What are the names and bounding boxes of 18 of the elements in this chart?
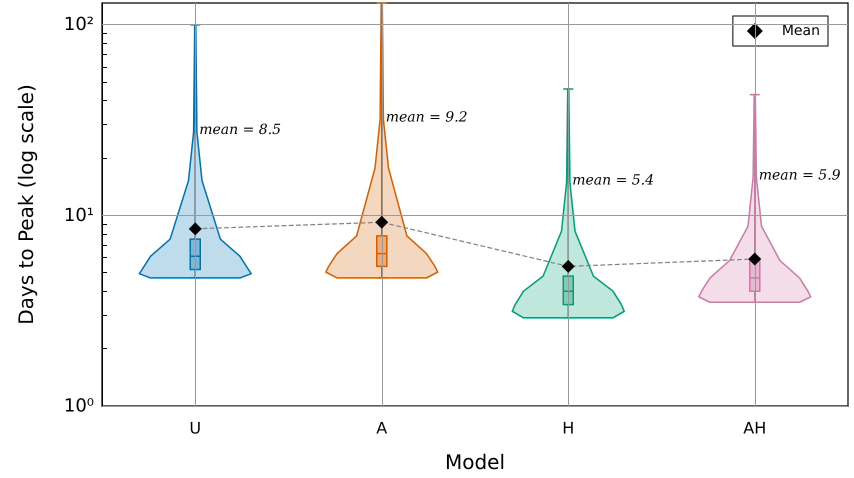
annotation: mean = 5.9 (758, 168, 841, 184)
point (748, 252, 762, 266)
annotation: mean = 9.2 (386, 109, 468, 126)
y-tick-label: 10² (64, 14, 94, 36)
point (375, 216, 388, 229)
y-axis-title: Days to Peak (log scale) (14, 84, 38, 325)
annotation: mean = 8.5 (199, 122, 282, 138)
y-tick-label: 10¹ (64, 204, 94, 226)
point (562, 260, 575, 273)
annotation: mean = 5.4 (572, 172, 654, 189)
y-tick-label: 10⁰ (64, 396, 94, 416)
legend-label: Mean (782, 23, 820, 39)
point (188, 222, 202, 236)
x-tick-label: AH (743, 418, 766, 438)
x-tick-label: A (376, 418, 388, 438)
x-axis-title: Model (444, 450, 506, 474)
x-tick-label: H (562, 418, 574, 438)
x-tick-label: U (189, 418, 202, 438)
